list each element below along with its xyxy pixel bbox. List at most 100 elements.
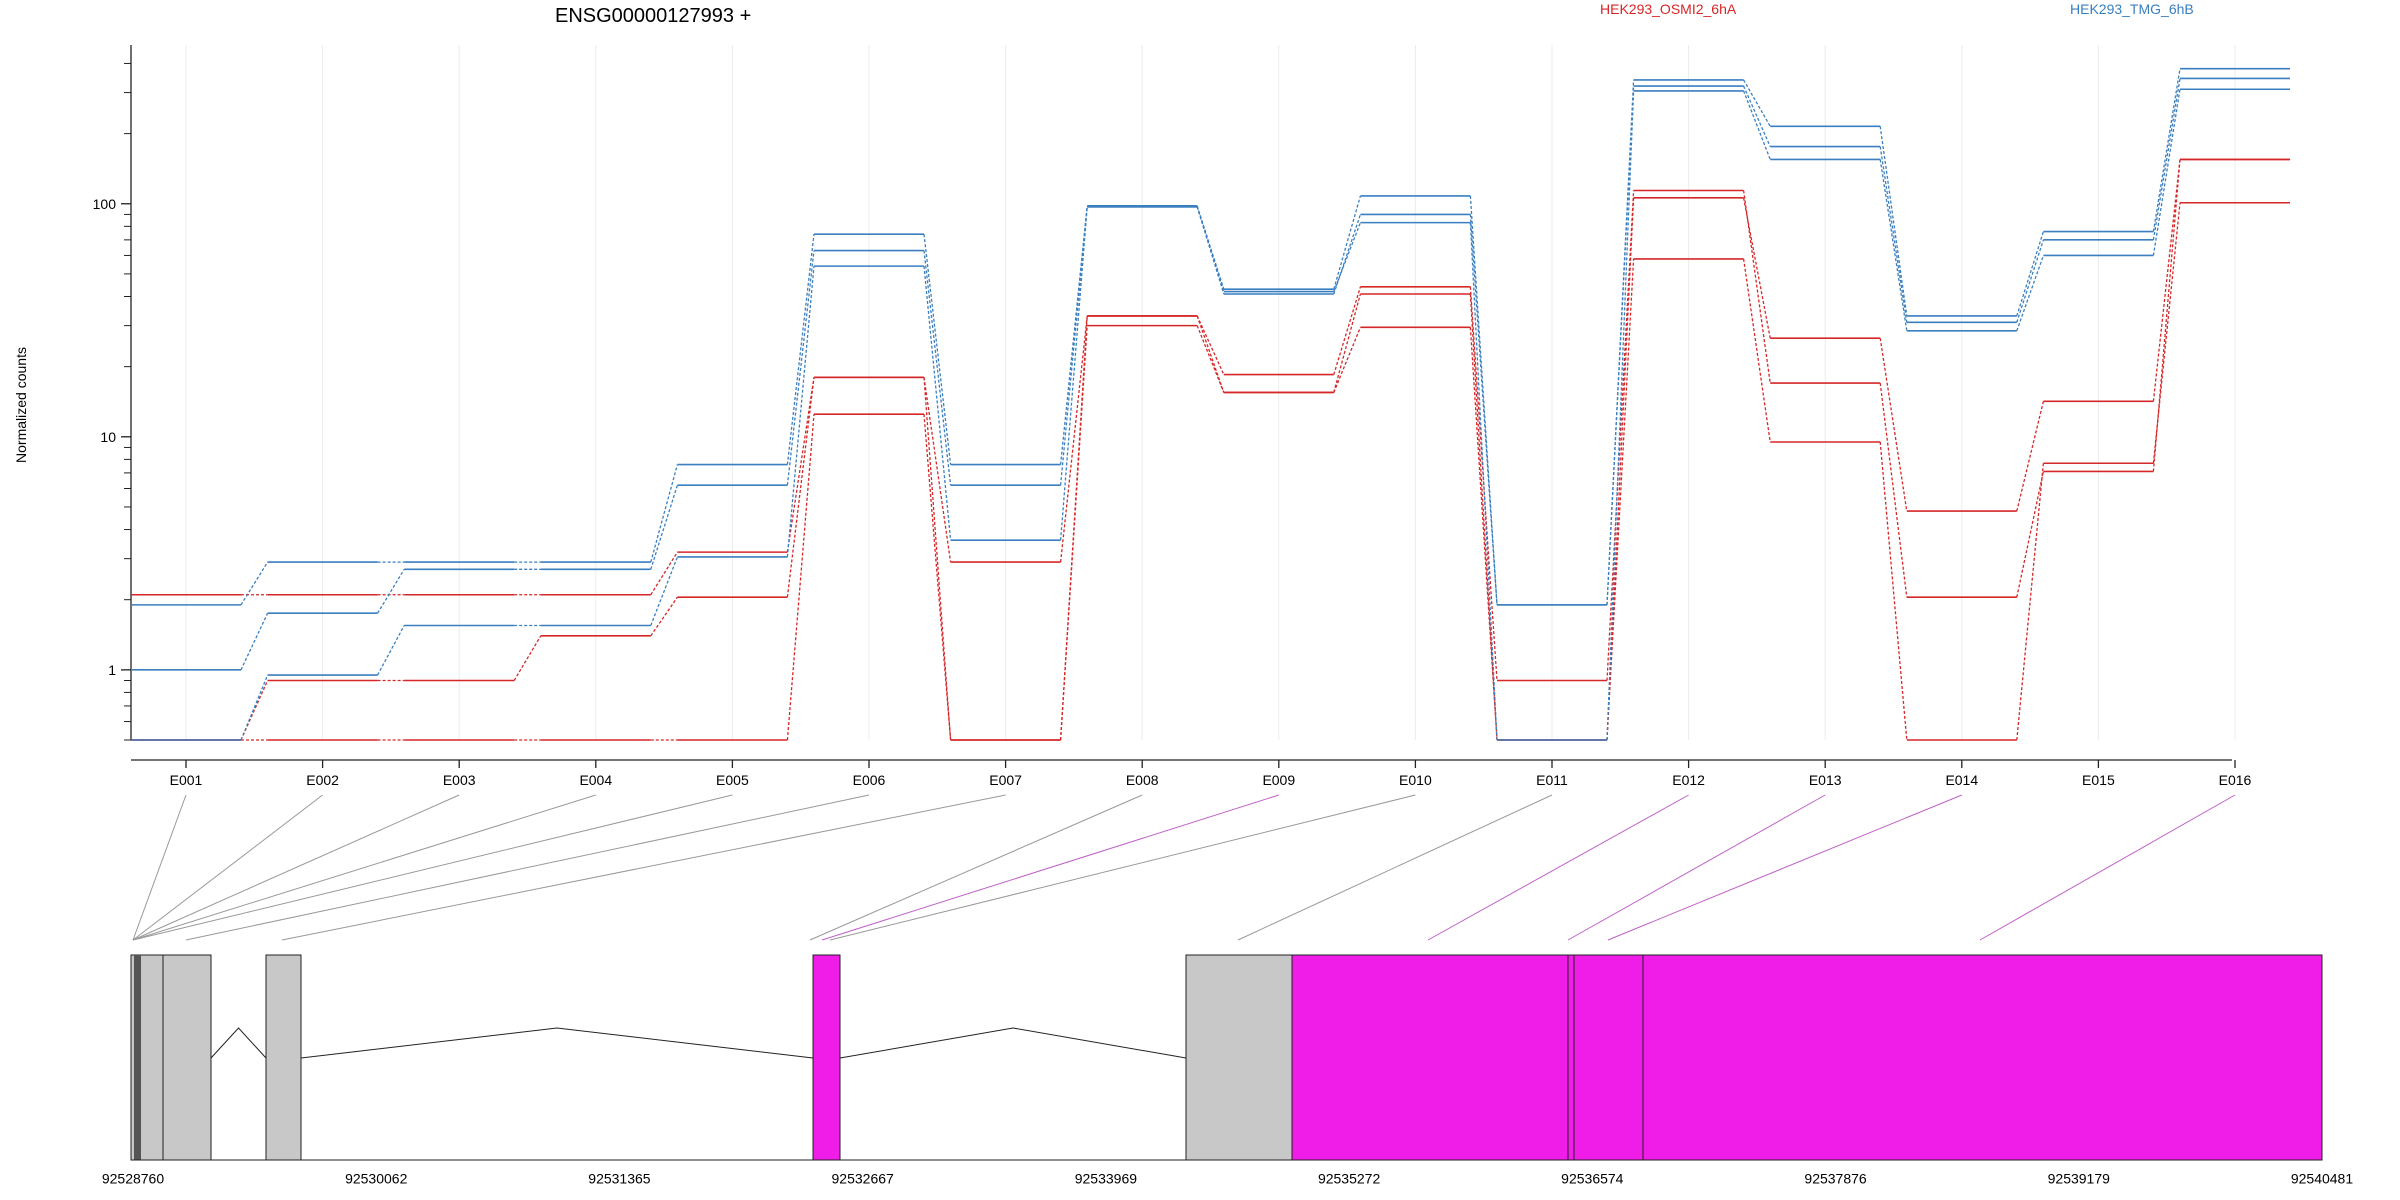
exon-connector bbox=[1607, 794, 1962, 941]
series-connector bbox=[1333, 222, 1362, 292]
series-connector bbox=[2016, 463, 2045, 741]
series-connector bbox=[2152, 68, 2181, 232]
intron-line bbox=[839, 1027, 1187, 1059]
series-connector bbox=[1469, 222, 1498, 741]
exon-bin bbox=[265, 954, 302, 1161]
series-3 bbox=[131, 67, 2290, 606]
series-connector bbox=[240, 674, 269, 741]
x-tick-label: E011 bbox=[1536, 772, 1568, 788]
exon-bin bbox=[1642, 954, 2323, 1161]
chart-title: ENSG00000127993 + bbox=[555, 5, 751, 27]
series-connector bbox=[1333, 195, 1362, 290]
y-tick-label: 100 bbox=[93, 196, 117, 212]
x-tick-label: E003 bbox=[443, 772, 476, 788]
exon-connector bbox=[1237, 794, 1553, 941]
intron-line bbox=[210, 1027, 267, 1059]
series-connector bbox=[1879, 383, 1908, 598]
series-connector bbox=[1196, 315, 1225, 375]
exon-connector bbox=[281, 794, 1006, 941]
coordinate-label: 92540481 bbox=[2291, 1170, 2354, 1186]
series-lines bbox=[131, 67, 2290, 741]
series-connector bbox=[1742, 190, 1771, 384]
series-connector bbox=[1879, 159, 1908, 331]
series-connector bbox=[1606, 190, 1635, 681]
series-connector bbox=[923, 234, 952, 465]
exon-connector bbox=[1427, 794, 1689, 941]
series-connector bbox=[1196, 315, 1225, 393]
axes bbox=[130, 45, 2232, 761]
series-connector bbox=[2016, 255, 2045, 332]
x-tick-label: E007 bbox=[989, 772, 1022, 788]
series-connector bbox=[1469, 327, 1498, 741]
series-connector bbox=[1196, 325, 1225, 393]
series-connector bbox=[2152, 202, 2181, 464]
series-connector bbox=[2016, 471, 2045, 598]
series-connector bbox=[786, 414, 815, 741]
x-tick-label: E009 bbox=[1262, 772, 1295, 788]
series-connector bbox=[923, 414, 952, 741]
series-connector bbox=[1742, 258, 1771, 443]
series-connector bbox=[1333, 293, 1362, 393]
series-connector bbox=[1059, 206, 1088, 486]
series-connector bbox=[2152, 78, 2181, 240]
x-tick-label: E002 bbox=[306, 772, 339, 788]
series-connector bbox=[240, 612, 269, 671]
exon-connector bbox=[132, 794, 733, 941]
series-connector bbox=[1333, 327, 1362, 393]
x-tick-label: E014 bbox=[1945, 772, 1978, 788]
x-tick-label: E004 bbox=[579, 772, 612, 788]
coordinate-label: 92536574 bbox=[1561, 1170, 1624, 1186]
series-connector bbox=[1333, 286, 1362, 375]
exon-bin bbox=[1567, 954, 1644, 1161]
exon-connector bbox=[829, 794, 1416, 941]
x-tick-label: E001 bbox=[170, 772, 203, 788]
exon-connector bbox=[821, 794, 1279, 941]
series-connector bbox=[786, 377, 815, 553]
series-connector bbox=[2016, 401, 2045, 512]
exon-bin bbox=[812, 954, 841, 1161]
x-tick-label: E005 bbox=[716, 772, 749, 788]
exon-connector bbox=[1979, 794, 2236, 941]
series-connector bbox=[650, 551, 678, 596]
exon-bin bbox=[1185, 954, 1293, 1161]
series-2 bbox=[131, 201, 2290, 741]
series-connector bbox=[1333, 214, 1362, 295]
series-connector bbox=[650, 464, 679, 563]
series-connector bbox=[1059, 325, 1088, 741]
coordinate-label: 92533969 bbox=[1075, 1170, 1138, 1186]
x-tick-label: E010 bbox=[1399, 772, 1432, 788]
exon-connector bbox=[185, 794, 870, 941]
series-connector bbox=[1879, 146, 1908, 323]
gene-model bbox=[130, 954, 2323, 1161]
series-5 bbox=[131, 88, 2290, 741]
exon-bin-narrow bbox=[139, 955, 141, 1160]
series-connector bbox=[1469, 195, 1498, 605]
y-axis-label: Normalized counts bbox=[13, 347, 29, 463]
series-connector bbox=[1469, 214, 1498, 605]
series-connector bbox=[923, 266, 952, 541]
series-connector bbox=[1879, 338, 1908, 512]
series-connector bbox=[923, 250, 952, 486]
intron-line bbox=[300, 1027, 814, 1059]
x-ticks: E001 E002 E003 E004 E005 E006 E007 E008 E009 E010… bbox=[170, 760, 2252, 788]
coordinate-label: 92528760 bbox=[102, 1170, 165, 1186]
x-tick-label: E008 bbox=[1126, 772, 1159, 788]
series-connector bbox=[786, 266, 815, 558]
vertical-gridlines bbox=[185, 45, 2236, 740]
x-tick-label: E012 bbox=[1672, 772, 1705, 788]
exon-connector bbox=[132, 794, 187, 941]
series-connector bbox=[2016, 239, 2045, 323]
series-connector bbox=[377, 568, 405, 614]
series-connector bbox=[2152, 159, 2181, 472]
series-connector bbox=[1742, 197, 1771, 339]
series-connector bbox=[1879, 126, 1908, 317]
y-tick-label: 10 bbox=[100, 429, 116, 445]
series-connector bbox=[1469, 293, 1498, 741]
series-connector bbox=[2152, 159, 2181, 402]
x-tick-label: E015 bbox=[2082, 772, 2115, 788]
series-connector bbox=[650, 556, 679, 626]
series-connector bbox=[786, 250, 815, 486]
exon-bin bbox=[162, 954, 212, 1161]
series-connector bbox=[786, 377, 815, 598]
